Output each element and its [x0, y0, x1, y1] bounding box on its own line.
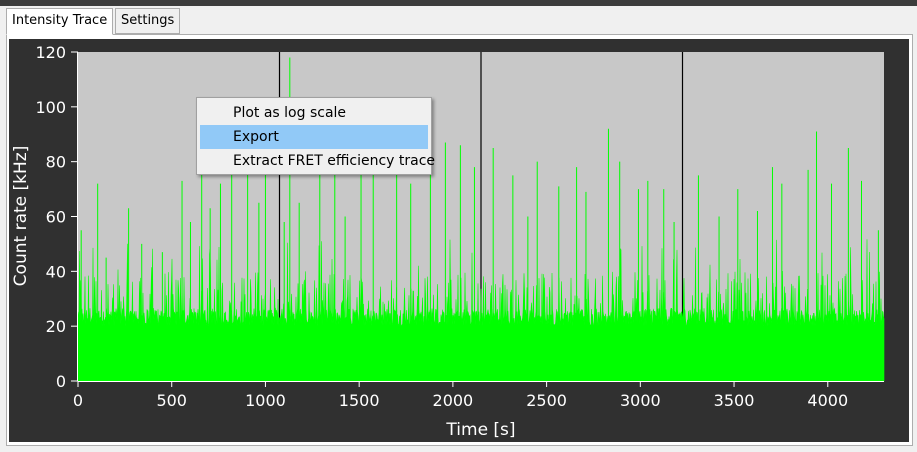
status-strip	[0, 446, 917, 452]
y-tick-label-100: 100	[35, 98, 66, 117]
x-tick-label-3000: 3000	[620, 391, 661, 410]
plot-frame: 0 500 1000 1500 2000 2500 3000 3500 4000 0 20 40 60 8…	[9, 39, 909, 442]
window-top-border	[0, 0, 917, 6]
x-tick-label-4000: 4000	[807, 391, 848, 410]
x-tick-label-2500: 2500	[526, 391, 567, 410]
x-tick-label-2000: 2000	[433, 391, 474, 410]
x-axis-label: Time [s]	[445, 420, 515, 440]
menu-item-plot-log-scale[interactable]: Plot as log scale	[233, 105, 347, 121]
y-tick-label-40: 40	[46, 262, 66, 281]
x-tick-label-1000: 1000	[245, 391, 286, 410]
trace-peaks	[80, 57, 879, 381]
y-tick-label-80: 80	[46, 153, 66, 172]
x-tick-label-1500: 1500	[339, 391, 380, 410]
y-tick-label-20: 20	[46, 317, 66, 336]
menu-item-export[interactable]: Export	[200, 125, 428, 149]
y-tick-label-120: 120	[35, 43, 66, 62]
context-menu: Plot as log scale Export Extract FRET ef…	[196, 97, 436, 175]
tab-settings[interactable]: Settings	[115, 8, 181, 34]
y-tick-label-60: 60	[46, 208, 66, 227]
menu-item-extract-fret[interactable]: Extract FRET efficiency trace	[233, 153, 436, 169]
y-axis-label: Count rate [kHz]	[11, 146, 31, 287]
tab-intensity-trace[interactable]: Intensity Trace	[6, 8, 114, 35]
intensity-trace-series	[77, 239, 885, 382]
x-tick-label-3500: 3500	[714, 391, 755, 410]
y-tick-label-0: 0	[56, 372, 66, 391]
x-tick-label-0: 0	[73, 391, 83, 410]
x-tick-label-500: 500	[156, 391, 187, 410]
axes: 0 500 1000 1500 2000 2500 3000 3500 4000 0 20 40 60 8…	[35, 43, 884, 410]
intensity-trace-chart[interactable]: 0 500 1000 1500 2000 2500 3000 3500 4000 0 20 40 60 8…	[9, 39, 909, 442]
